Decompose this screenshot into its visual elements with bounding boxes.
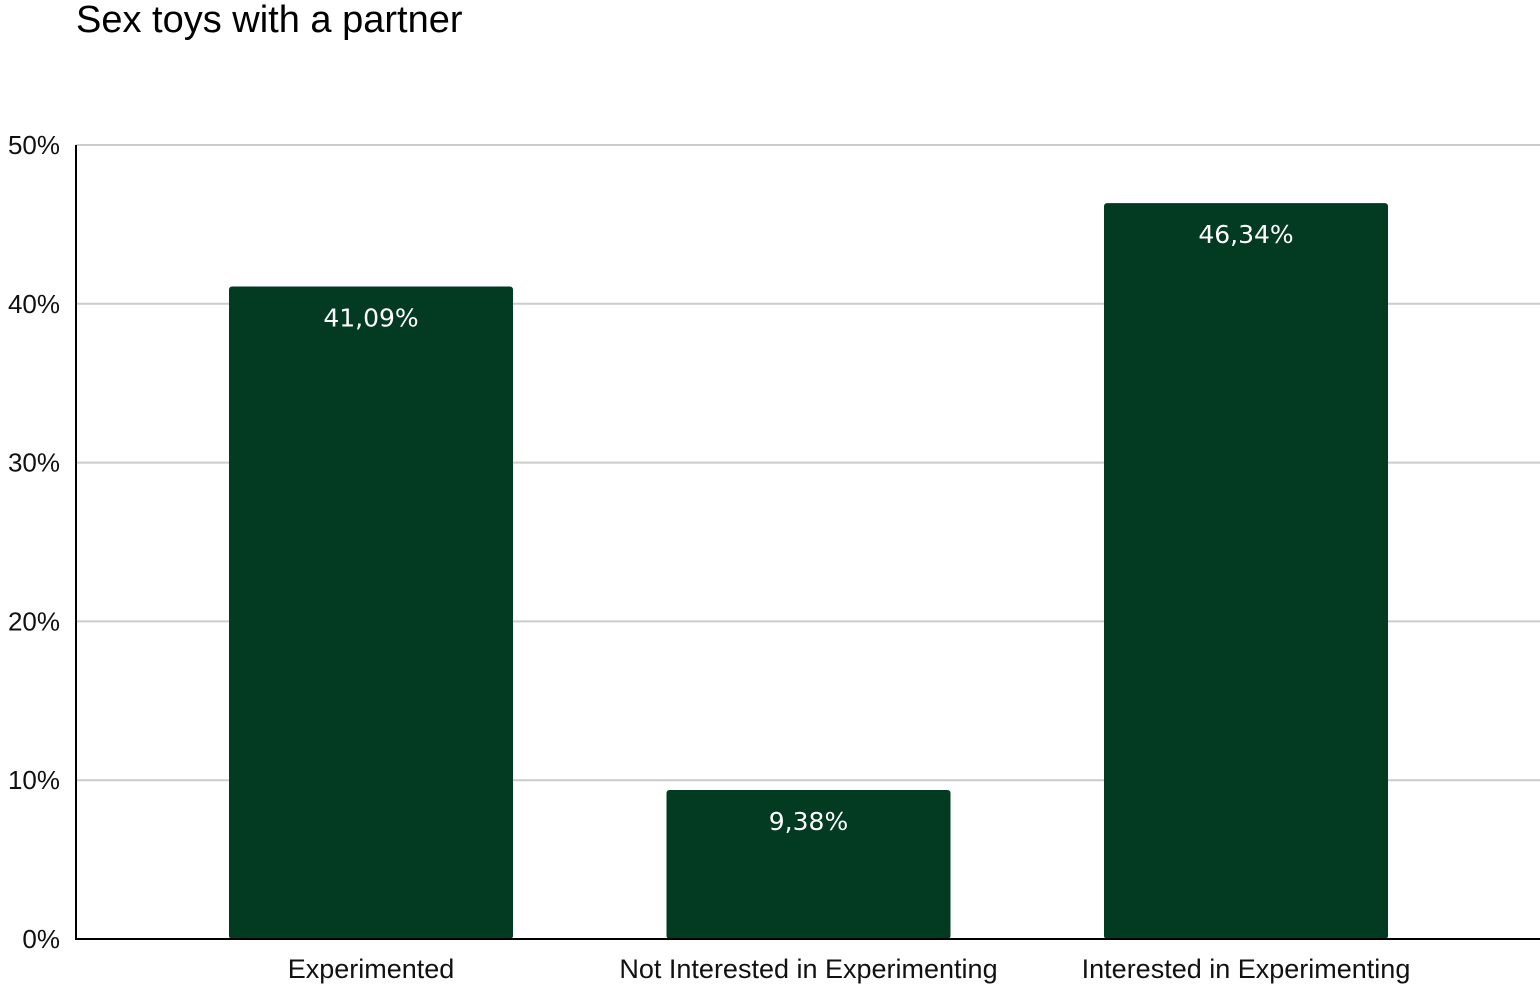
- bar: [229, 286, 513, 939]
- y-tick-label: 10%: [8, 765, 60, 795]
- bar: [1104, 203, 1388, 940]
- axes: [75, 145, 1540, 940]
- chart-title: Sex toys with a partner: [76, 0, 463, 41]
- labels: 0% 10% 20% 30% 40% 50% 41,09% Experimented 9,38%…: [8, 130, 1410, 984]
- data-label: 9,38%: [769, 807, 848, 836]
- bars: [229, 203, 1388, 940]
- x-category-label: Not Interested in Experimenting: [619, 954, 997, 984]
- y-tick-label: 30%: [8, 448, 60, 478]
- x-category-label: Interested in Experimenting: [1082, 954, 1411, 984]
- data-label: 46,34%: [1198, 220, 1293, 249]
- y-tick-label: 0%: [22, 924, 60, 954]
- y-tick-label: 40%: [8, 289, 60, 319]
- bar: [666, 790, 951, 939]
- y-tick-label: 50%: [8, 130, 60, 160]
- data-label: 41,09%: [323, 303, 418, 332]
- x-category-label: Experimented: [288, 954, 455, 984]
- y-tick-label: 20%: [8, 606, 60, 636]
